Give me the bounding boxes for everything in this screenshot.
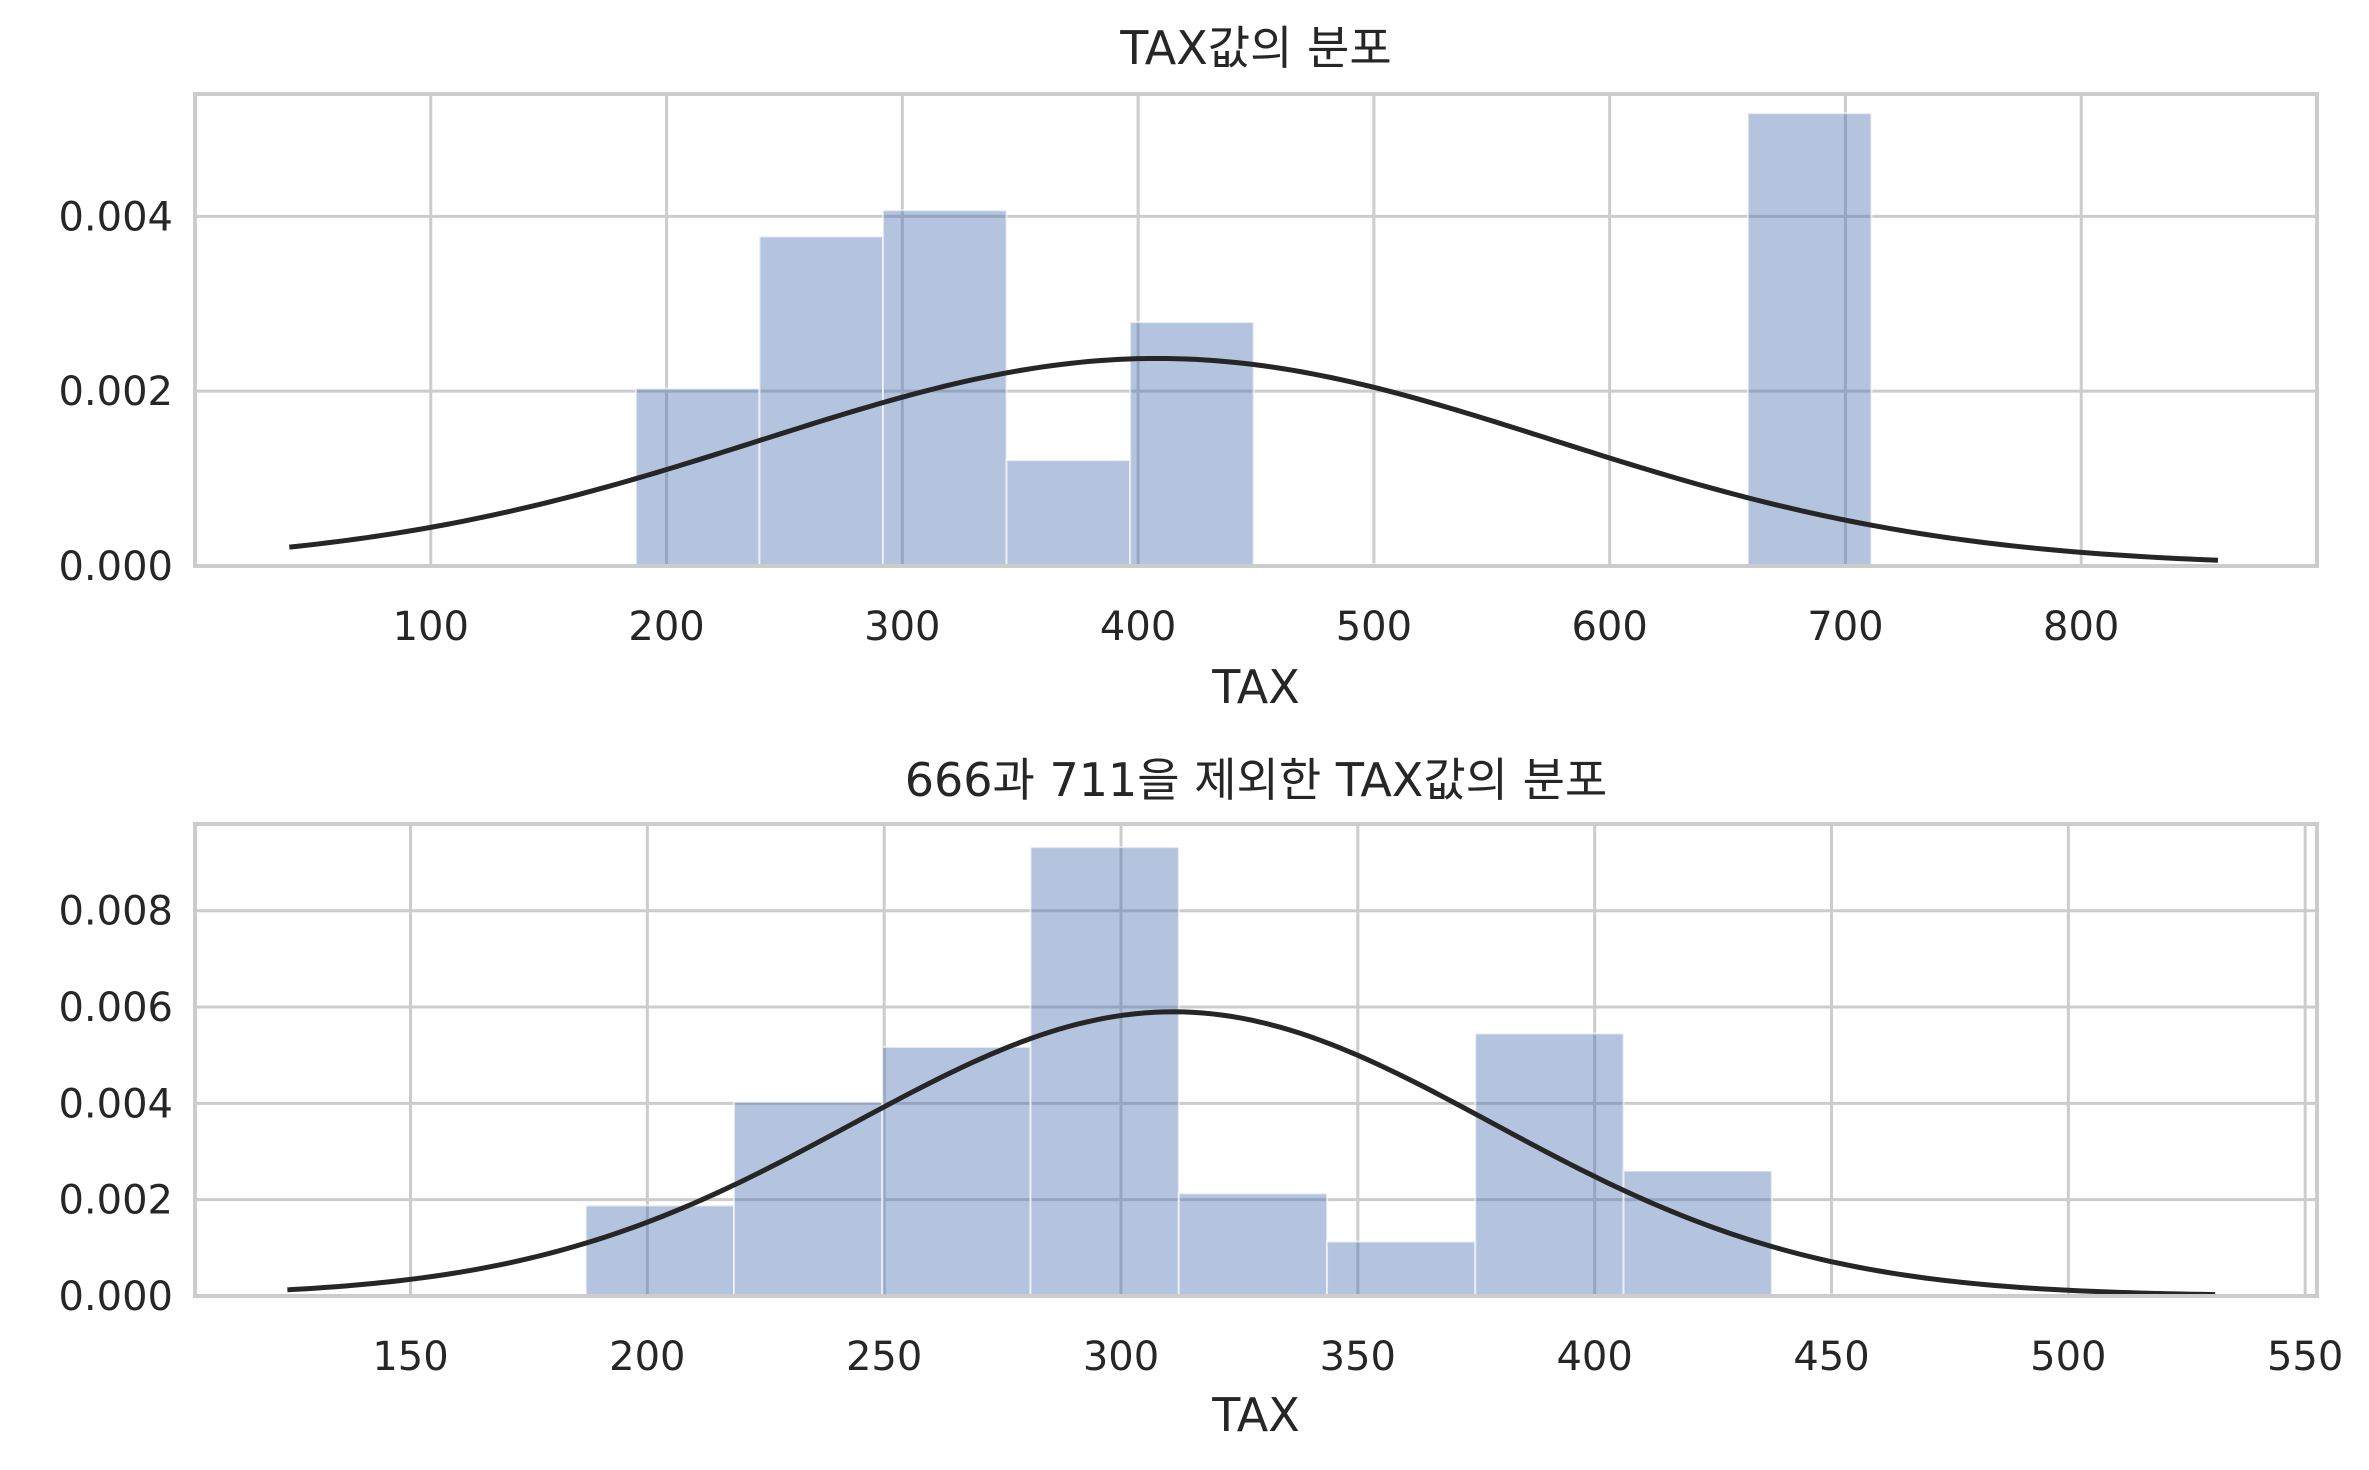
x-tick-label: 350: [1320, 1334, 1396, 1380]
y-tick-labels: 0.000 0.002 0.004 0.006 0.008: [58, 889, 173, 1320]
y-tick-label: 0.000: [58, 1274, 173, 1320]
x-axis-label: TAX: [1211, 660, 1300, 714]
x-tick-label: 200: [609, 1334, 685, 1380]
fit-curve-group: [289, 355, 2219, 563]
x-tick-label: 150: [372, 1334, 448, 1380]
x-tick-label: 500: [1336, 604, 1412, 650]
histogram-bar: [758, 235, 884, 568]
plot-frame: [193, 822, 2319, 1298]
histogram-bar: [1005, 459, 1132, 567]
histogram-bar: [1746, 112, 1873, 567]
histogram-bar: [733, 1100, 884, 1298]
x-tick-label: 700: [1807, 604, 1883, 650]
x-tick-label: 300: [864, 604, 940, 650]
subplot-tax-distribution-excluding-outliers: 666과 711을 제외한 TAX값의 분포 150 200 250 300 350 40…: [58, 753, 2343, 1442]
x-tick-label: 800: [2043, 604, 2119, 650]
x-tick-label: 500: [2030, 1334, 2106, 1380]
x-tick-labels: 150 200 250 300 350 400 450 500 550: [372, 1334, 2343, 1380]
x-tick-label: 450: [1793, 1334, 1869, 1380]
y-tick-labels: 0.000 0.002 0.004: [58, 194, 173, 590]
fit-curve: [287, 1009, 2216, 1298]
x-tick-labels: 100 200 300 400 500 600 700 800: [393, 604, 2120, 650]
plot-frame: [193, 92, 2319, 568]
fit-curve-group: [287, 1009, 2216, 1298]
x-tick-label: 300: [1083, 1334, 1159, 1380]
y-tick-label: 0.006: [58, 985, 173, 1031]
histogram-bar: [634, 387, 761, 567]
histogram-bar: [881, 1045, 1032, 1298]
x-tick-label: 100: [393, 604, 469, 650]
y-tick-label: 0.008: [58, 889, 173, 935]
x-axis-label: TAX: [1211, 1388, 1300, 1442]
grid-lines: [195, 94, 2317, 568]
fit-curve: [289, 355, 2219, 563]
y-tick-label: 0.004: [58, 194, 173, 240]
y-tick-label: 0.004: [58, 1081, 173, 1127]
histogram-bars: [584, 846, 2070, 1298]
histogram-bar: [1177, 1192, 1329, 1297]
chart-title: TAX값의 분포: [1119, 21, 1391, 75]
x-tick-label: 550: [2267, 1334, 2343, 1380]
x-tick-label: 250: [846, 1334, 922, 1380]
y-tick-label: 0.002: [58, 1178, 173, 1224]
y-tick-label: 0.002: [58, 369, 173, 415]
histogram-bar: [1474, 1032, 1625, 1298]
x-tick-label: 400: [1556, 1334, 1632, 1380]
x-tick-label: 200: [628, 604, 704, 650]
histogram-bars: [634, 112, 1873, 568]
histogram-bar: [1326, 1240, 1477, 1298]
x-tick-label: 600: [1571, 604, 1647, 650]
histogram-bar: [1029, 846, 1180, 1297]
histogram-bar: [1622, 1169, 1773, 1297]
x-tick-label: 400: [1100, 604, 1176, 650]
subplot-tax-distribution: TAX값의 분포 100 200 300 400 500 600 700 800 0.0000…: [58, 21, 2319, 714]
chart-title: 666과 711을 제외한 TAX값의 분포: [905, 753, 1607, 807]
y-tick-label: 0.000: [58, 544, 173, 590]
